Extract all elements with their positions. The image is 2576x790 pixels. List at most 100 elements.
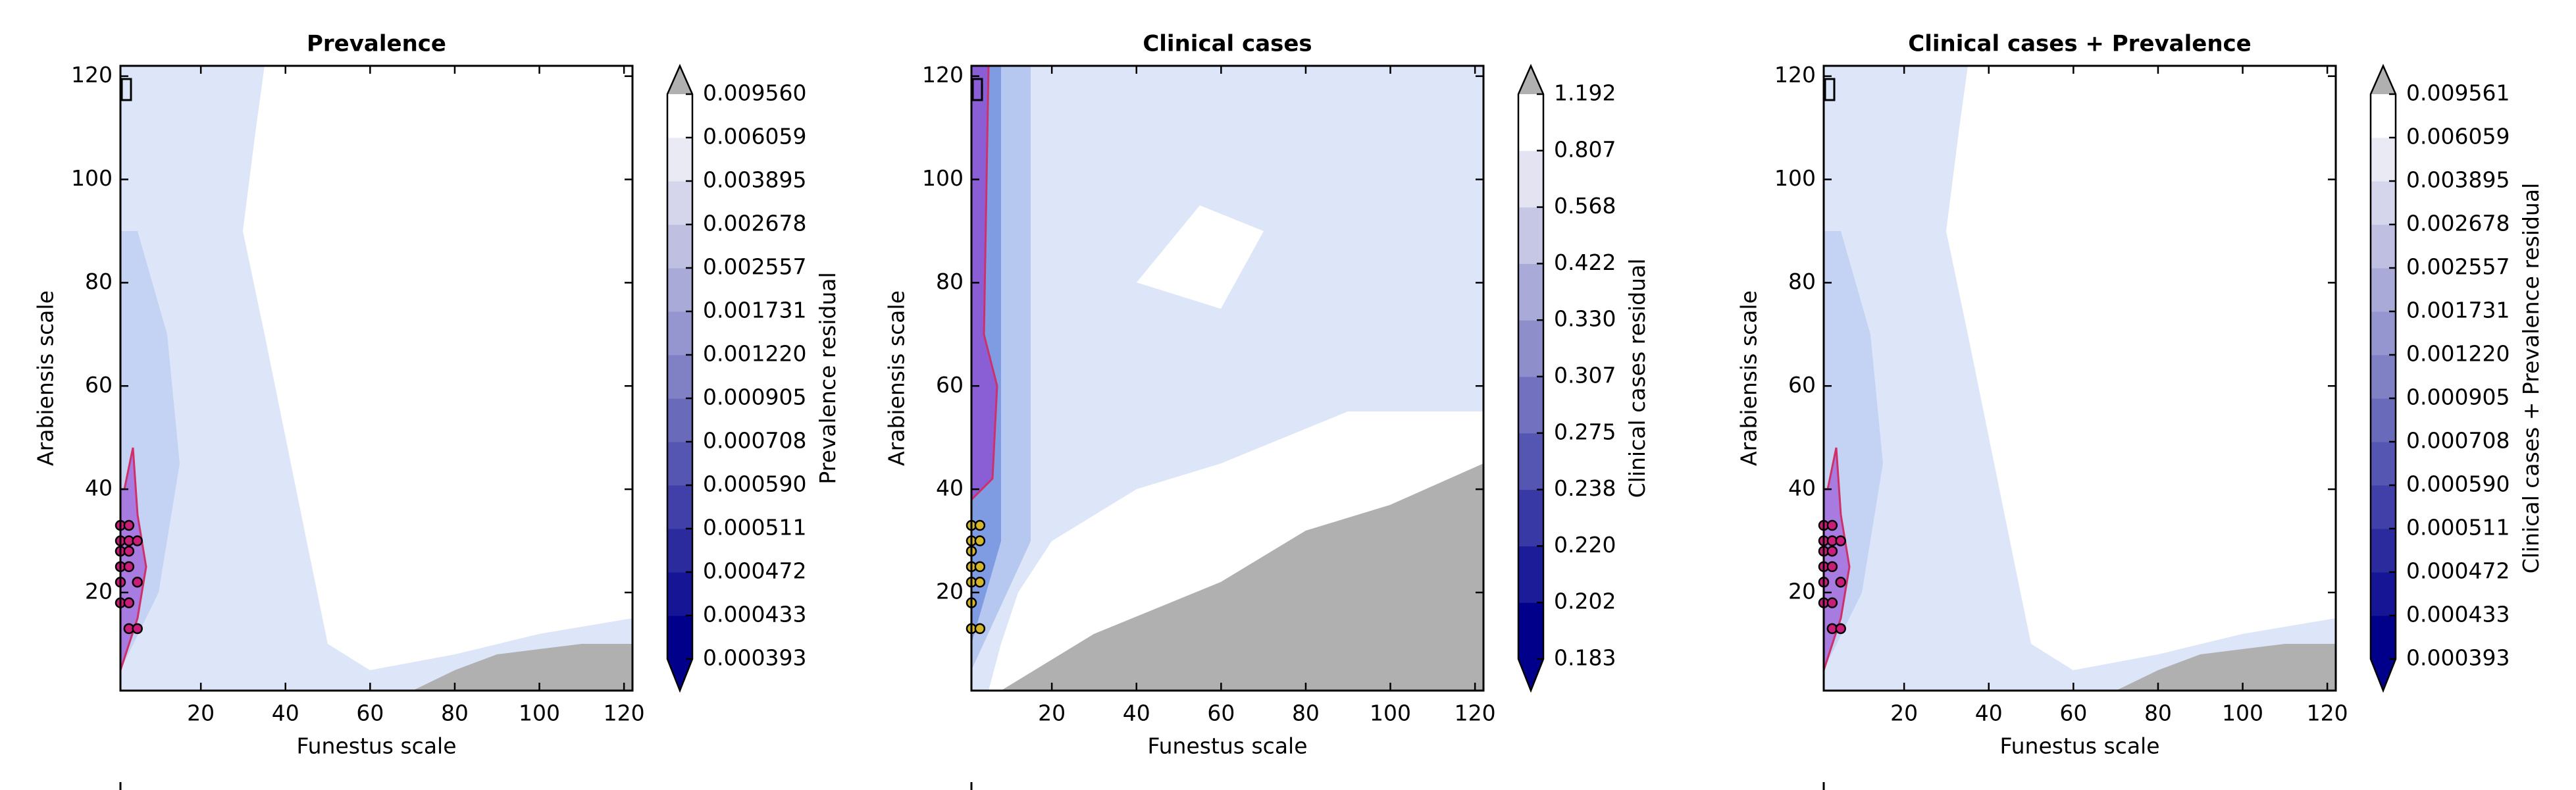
colorbar-tick-label: 0.807 bbox=[1554, 136, 1616, 162]
x-tick-label: 20 bbox=[1890, 700, 1918, 726]
colorbar-band bbox=[667, 94, 692, 138]
colorbar-band bbox=[667, 311, 692, 356]
colorbar-tick-label: 0.202 bbox=[1554, 589, 1616, 614]
marker bbox=[123, 519, 135, 531]
colorbar-band bbox=[667, 181, 692, 225]
colorbar-tick-label: 0.000393 bbox=[2406, 645, 2510, 671]
x-tick-label: 60 bbox=[2059, 700, 2087, 726]
chart-title: Clinical cases + Prevalence bbox=[1908, 31, 2252, 57]
y-axis-label: Arabiensis scale bbox=[33, 290, 59, 466]
colorbar-tick-label: 0.568 bbox=[1554, 193, 1616, 219]
chart-title: Prevalence bbox=[307, 31, 446, 57]
colorbar-tick-label: 0.006059 bbox=[703, 124, 806, 149]
colorbar-tick-label: 0.330 bbox=[1554, 306, 1616, 332]
colorbar-under bbox=[667, 659, 692, 691]
axes-frame bbox=[119, 65, 634, 692]
contour-field bbox=[971, 66, 1483, 691]
colorbar-band bbox=[2371, 485, 2396, 529]
colorbar-tick-label: 0.422 bbox=[1554, 250, 1616, 275]
colorbar-band bbox=[1518, 602, 1543, 660]
colorbar-tick-label: 0.001220 bbox=[2406, 341, 2510, 367]
marker bbox=[1826, 561, 1838, 573]
marker bbox=[1826, 545, 1838, 557]
marker bbox=[974, 519, 986, 531]
colorbar-band bbox=[2371, 529, 2396, 573]
colorbar-tick-label: 0.006059 bbox=[2406, 124, 2510, 149]
y-tick-label: 120 bbox=[1774, 62, 1816, 88]
colorbar-under bbox=[2371, 659, 2396, 691]
colorbar-over bbox=[667, 66, 692, 94]
colorbar-band bbox=[667, 529, 692, 573]
axes-frame bbox=[970, 65, 1485, 692]
marker bbox=[974, 623, 986, 635]
colorbar-tick-label: 0.001731 bbox=[2406, 298, 2510, 323]
colorbar-band bbox=[1518, 489, 1543, 546]
y-tick-label: 80 bbox=[936, 269, 964, 294]
colorbar-band bbox=[2371, 311, 2396, 356]
y-tick-label: 20 bbox=[1788, 578, 1816, 604]
y-tick-label: 100 bbox=[922, 165, 964, 191]
x-tick-label: 40 bbox=[272, 700, 299, 726]
x-tick-label: 80 bbox=[441, 700, 469, 726]
colorbar-tick-label: 0.000433 bbox=[703, 602, 806, 627]
colorbar-tick-label: 0.000393 bbox=[703, 645, 806, 671]
colorbar-tick-label: 0.000472 bbox=[703, 558, 806, 584]
colorbar-tick-label: 0.000708 bbox=[2406, 428, 2510, 454]
colorbar-band bbox=[667, 268, 692, 312]
colorbar-band bbox=[1518, 263, 1543, 321]
colorbar-tick-label: 0.003895 bbox=[2406, 167, 2510, 193]
colorbar-band bbox=[667, 398, 692, 442]
marker bbox=[974, 535, 986, 546]
y-tick-label: 120 bbox=[71, 62, 113, 88]
colorbar-tick-label: 0.220 bbox=[1554, 532, 1616, 558]
legend-stub bbox=[119, 782, 1825, 790]
x-tick-label: 40 bbox=[1123, 700, 1150, 726]
marker bbox=[132, 623, 143, 635]
colorbar-tick-label: 1.192 bbox=[1554, 80, 1616, 106]
colorbar-over bbox=[2371, 66, 2396, 94]
marker bbox=[1835, 535, 1846, 546]
x-tick-label: 100 bbox=[519, 700, 560, 726]
colorbar-tick-label: 0.307 bbox=[1554, 363, 1616, 388]
colorbar-tick-label: 0.000590 bbox=[703, 471, 806, 497]
colorbar-tick-label: 0.002557 bbox=[703, 254, 806, 280]
colorbar-tick-label: 0.009560 bbox=[703, 80, 806, 106]
x-tick-label: 120 bbox=[604, 700, 645, 726]
colorbar-tick-label: 0.003895 bbox=[703, 167, 806, 193]
x-tick-label: 20 bbox=[187, 700, 215, 726]
contour-field bbox=[1824, 66, 2336, 691]
x-axis-label: Funestus scale bbox=[1147, 733, 1307, 759]
marker bbox=[123, 545, 135, 557]
y-tick-label: 40 bbox=[85, 475, 113, 501]
marker bbox=[1835, 577, 1846, 588]
colorbar-tick-label: 0.001731 bbox=[703, 298, 806, 323]
colorbar-tick-label: 0.000472 bbox=[2406, 558, 2510, 584]
y-tick-label: 100 bbox=[71, 165, 113, 191]
colorbar-band bbox=[667, 224, 692, 269]
colorbar-band bbox=[1518, 207, 1543, 264]
y-tick-label: 40 bbox=[1788, 475, 1816, 501]
colorbar-band bbox=[2371, 94, 2396, 138]
y-tick-label: 80 bbox=[85, 269, 113, 294]
colorbar-label: Clinical cases + Prevalence residual bbox=[2518, 183, 2544, 573]
colorbar-band bbox=[1518, 546, 1543, 603]
colorbar-band bbox=[2371, 268, 2396, 312]
marker bbox=[1835, 623, 1846, 635]
colorbar-tick-label: 0.002678 bbox=[2406, 211, 2510, 236]
colorbar-tick-label: 0.000433 bbox=[2406, 602, 2510, 627]
colorbar-band bbox=[2371, 355, 2396, 399]
marker bbox=[132, 577, 143, 588]
colorbar-band bbox=[2371, 224, 2396, 269]
colorbar-tick-label: 0.183 bbox=[1554, 645, 1616, 671]
colorbar-band bbox=[2371, 442, 2396, 486]
colorbar-band bbox=[2371, 616, 2396, 660]
x-tick-label: 120 bbox=[2307, 700, 2348, 726]
colorbar-tick-label: 0.002557 bbox=[2406, 254, 2510, 280]
axes-frame bbox=[1822, 65, 2337, 692]
y-tick-label: 80 bbox=[1788, 269, 1816, 294]
x-tick-label: 80 bbox=[1292, 700, 1320, 726]
x-tick-label: 120 bbox=[1455, 700, 1496, 726]
y-tick-label: 20 bbox=[85, 578, 113, 604]
colorbar-band bbox=[667, 138, 692, 182]
